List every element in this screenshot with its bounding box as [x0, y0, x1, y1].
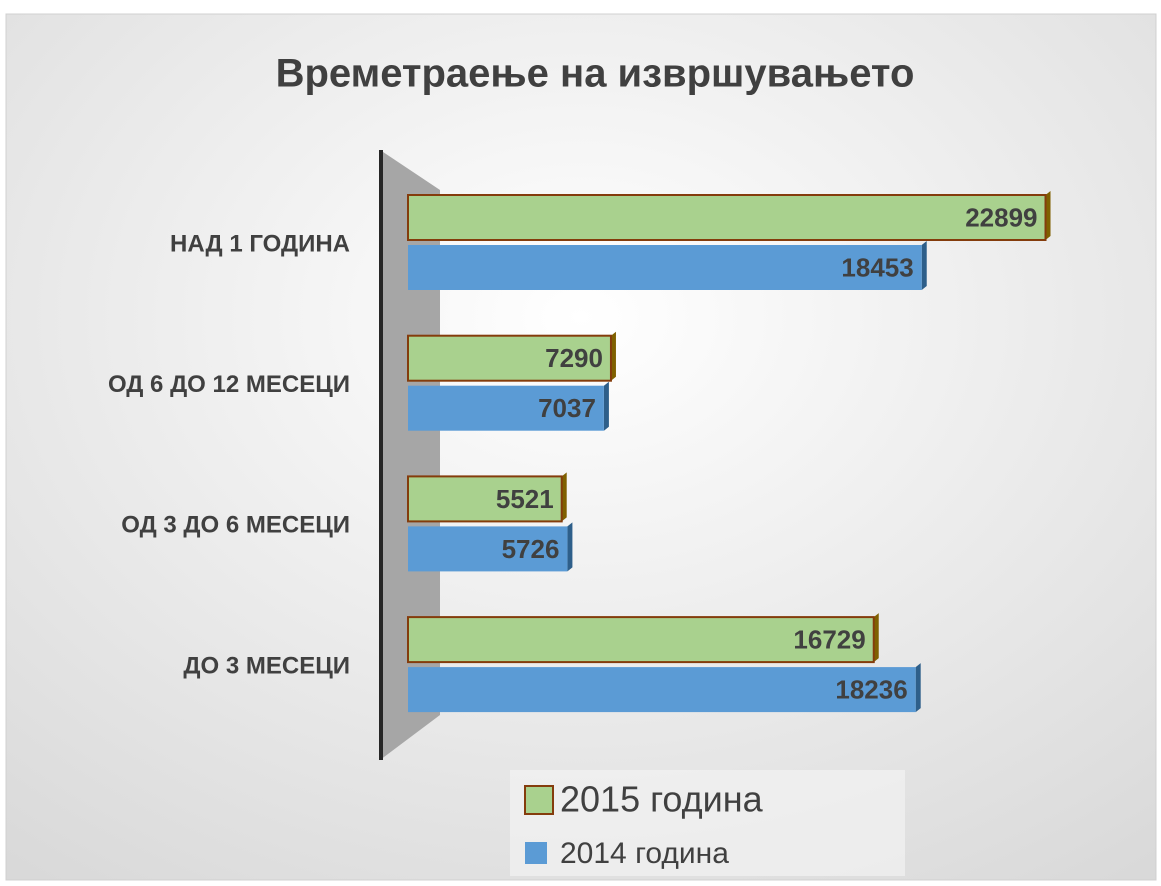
bar: [408, 245, 922, 290]
category-label: ДО 3 МЕСЕЦИ: [183, 652, 350, 679]
background: [5, 13, 1157, 881]
value-label: 7290: [545, 343, 603, 373]
bar: [407, 334, 612, 382]
value-label: 16729: [793, 624, 865, 654]
bar: [408, 526, 568, 572]
legend-swatch: [525, 842, 547, 864]
legend-label: 2015 година: [560, 779, 764, 820]
bar-side: [567, 522, 573, 572]
value-label: 22899: [965, 202, 1037, 232]
bar-side: [561, 472, 567, 522]
value-label: 18453: [841, 252, 913, 282]
bar: [407, 475, 563, 523]
bar-side: [915, 663, 921, 713]
legend-box: [510, 770, 905, 876]
axis-wall: [380, 150, 440, 760]
bar-side: [603, 381, 609, 431]
bar-side: [873, 613, 879, 663]
value-label: 5726: [502, 534, 560, 564]
category-label: ОД 6 ДО 12 МЕСЕЦИ: [108, 371, 350, 398]
category-label: ОД 3 ДО 6 МЕСЕЦИ: [121, 512, 350, 539]
category-label: НАД 1 ГОДИНА: [170, 230, 350, 257]
chart-title: Времетраење на извршувањето: [276, 52, 915, 96]
bar-side: [921, 241, 927, 290]
value-label: 5521: [496, 484, 554, 514]
value-label: 18236: [835, 674, 907, 704]
bar: [408, 667, 916, 713]
bar-side: [1045, 191, 1051, 240]
bar: [407, 616, 875, 664]
legend-label: 2014 година: [560, 837, 729, 870]
value-label: 7037: [538, 393, 596, 423]
legend-swatch: [524, 785, 554, 815]
bar: [407, 194, 1047, 241]
bar-side: [610, 331, 616, 381]
bar: [408, 385, 604, 431]
